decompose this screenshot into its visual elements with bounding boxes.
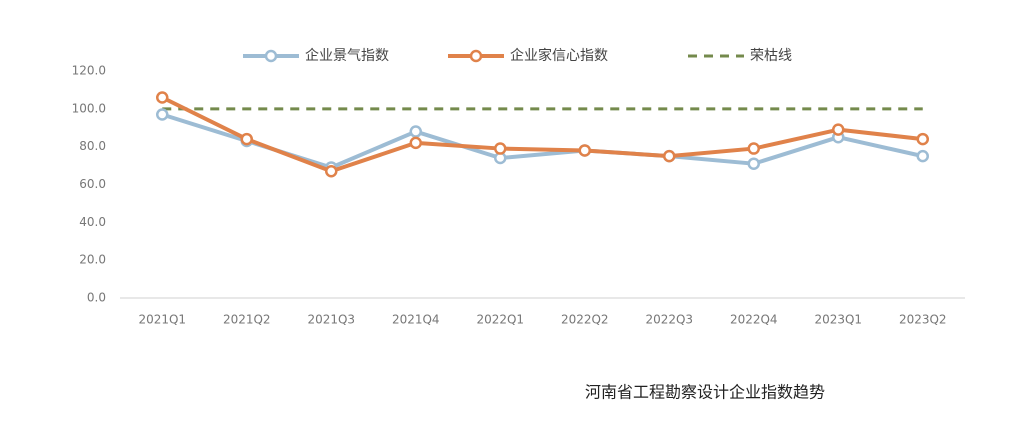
marker — [409, 136, 422, 150]
y-tick-label: 100.0 — [72, 101, 106, 115]
y-tick-label: 60.0 — [79, 177, 106, 191]
marker — [916, 132, 929, 146]
marker — [156, 91, 169, 104]
legend-label: 企业景气指数 — [305, 47, 389, 64]
y-tick-label: 120.0 — [72, 64, 106, 78]
x-tick-label: 2022Q4 — [730, 313, 778, 327]
legend-marker — [264, 49, 278, 63]
x-tick-label: 2022Q1 — [476, 313, 524, 327]
marker — [240, 132, 253, 146]
y-tick-label: 40.0 — [79, 215, 106, 229]
marker — [747, 142, 760, 155]
legend-label: 企业家信心指数 — [510, 47, 608, 64]
chart-title: 河南省工程勘察设计企业指数趋势 — [585, 383, 825, 402]
x-tick-label: 2023Q2 — [899, 313, 947, 327]
marker — [156, 108, 169, 121]
y-tick-label: 20.0 — [79, 253, 106, 267]
x-tick-label: 2021Q1 — [138, 313, 186, 327]
x-tick-label: 2022Q2 — [561, 313, 609, 327]
marker — [663, 149, 676, 163]
marker — [916, 149, 929, 163]
legend-marker — [469, 49, 483, 63]
marker — [494, 142, 507, 155]
legend-label: 荣枯线 — [750, 48, 792, 64]
marker — [832, 123, 845, 136]
marker — [325, 165, 338, 178]
marker — [409, 125, 422, 138]
x-tick-label: 2021Q2 — [223, 313, 271, 327]
marker — [747, 157, 760, 170]
y-tick-label: 80.0 — [79, 139, 106, 153]
x-tick-label: 2021Q4 — [392, 313, 440, 327]
x-tick-label: 2021Q3 — [307, 313, 355, 327]
y-tick-label: 0.0 — [87, 291, 106, 305]
x-tick-label: 2023Q1 — [814, 313, 862, 327]
x-tick-label: 2022Q3 — [645, 313, 693, 327]
series-line — [161, 112, 924, 170]
marker — [578, 144, 591, 157]
series-line — [161, 95, 923, 174]
